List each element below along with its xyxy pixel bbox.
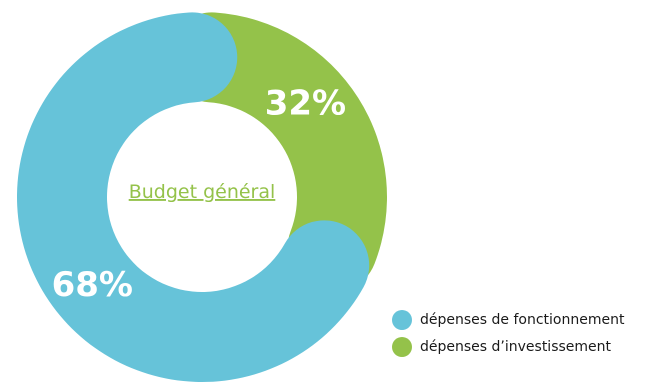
legend-dot-fonctionnement xyxy=(392,309,412,330)
slice-fonctionnement[interactable] xyxy=(17,12,370,382)
value-label-investissement: 32% xyxy=(265,84,346,124)
legend-item-investissement: dépenses d’investissement xyxy=(392,333,662,360)
legend-dot-investissement xyxy=(392,336,412,357)
value-label-fonctionnement: 68% xyxy=(52,265,133,305)
legend: dépenses de fonctionnement dépenses d’in… xyxy=(392,306,662,360)
legend-label-investissement: dépenses d’investissement xyxy=(420,338,612,355)
legend-label-fonctionnement: dépenses de fonctionnement xyxy=(420,311,625,328)
legend-item-fonctionnement: dépenses de fonctionnement xyxy=(392,306,662,333)
center-label-link[interactable]: Budget général xyxy=(129,181,276,203)
slices-layer xyxy=(17,12,388,382)
labels-layer: 32% 68% xyxy=(52,84,346,305)
